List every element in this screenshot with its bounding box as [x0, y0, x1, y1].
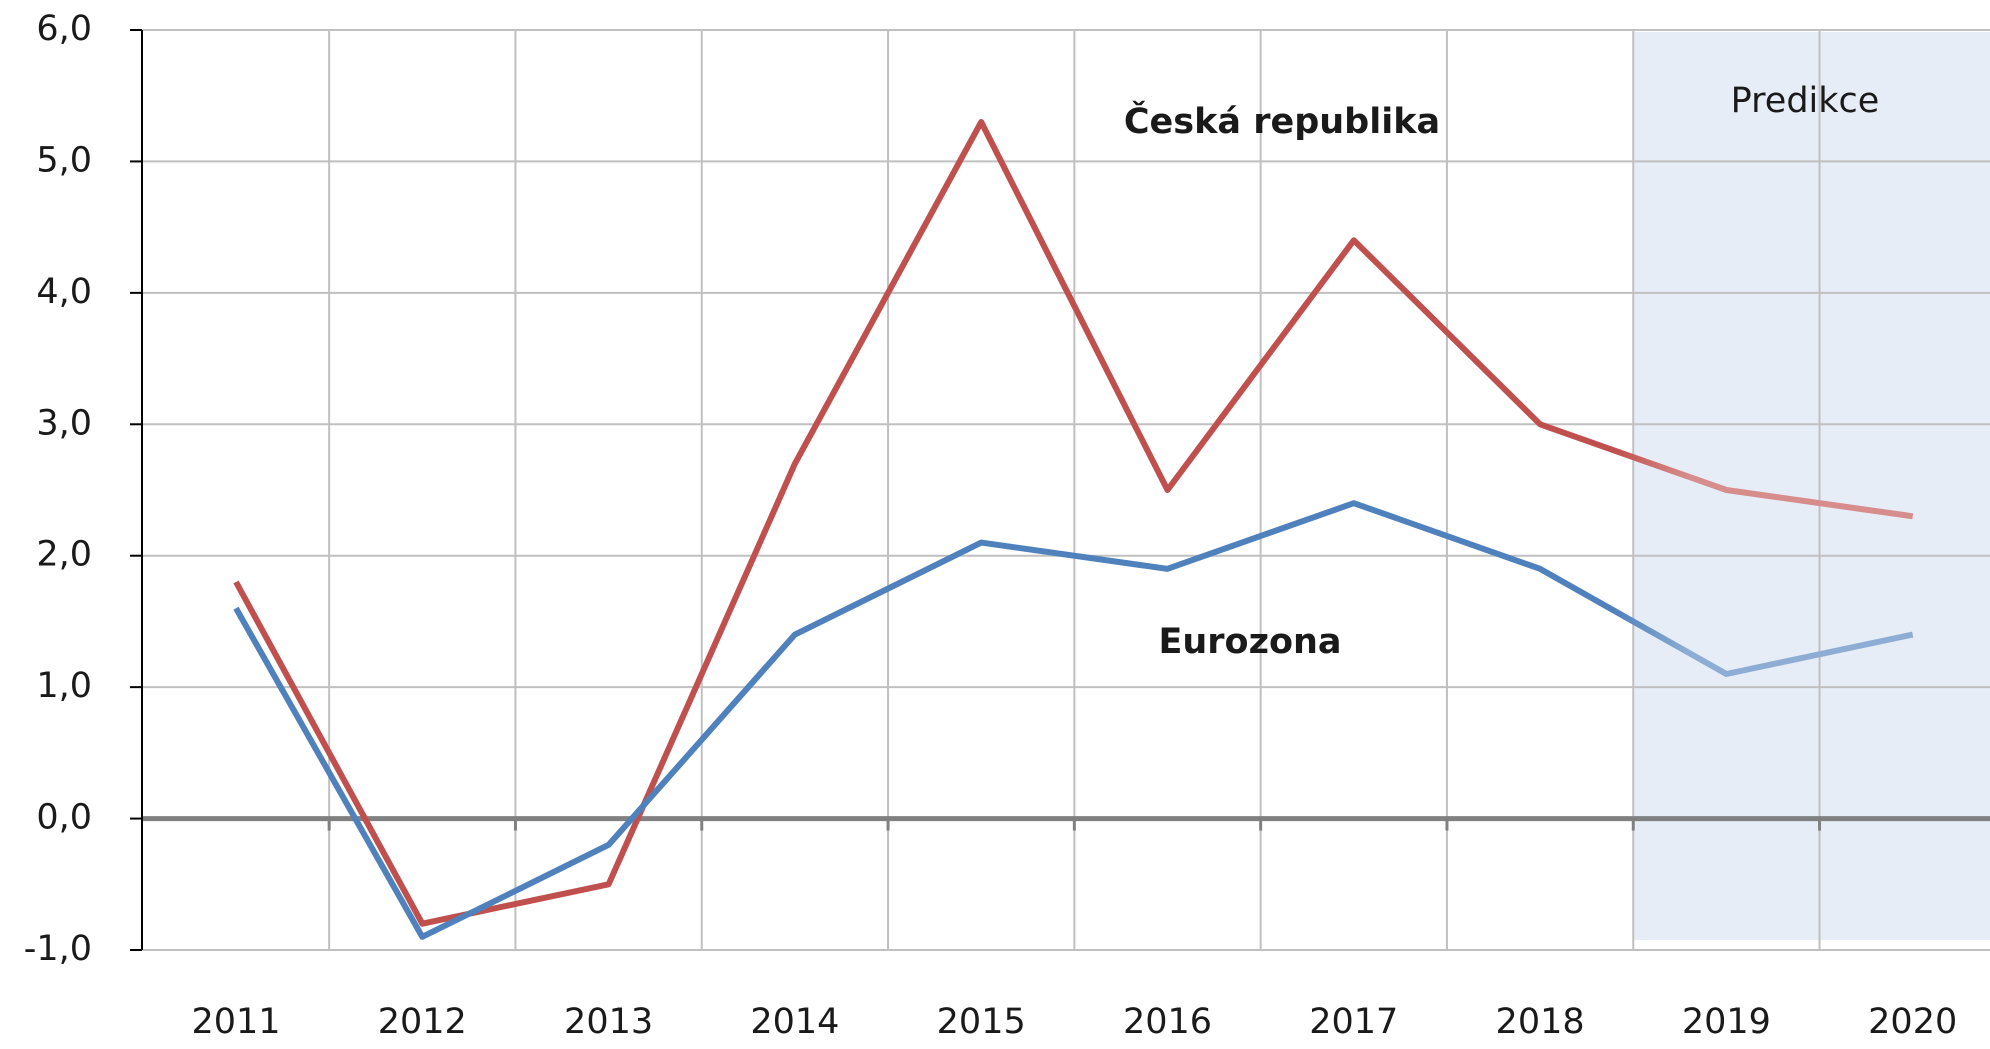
y-tick-label: 5,0	[36, 140, 92, 180]
annotation: Predikce	[1731, 81, 1880, 121]
series-line	[233, 500, 1914, 940]
x-tick-label: 2020	[1868, 1002, 1957, 1042]
forecast-region	[1633, 32, 1990, 940]
y-tick-label: -1,0	[24, 929, 92, 969]
x-tick-label: 2011	[191, 1002, 280, 1042]
y-tick-label: 3,0	[36, 403, 92, 443]
x-tick-label: 2014	[750, 1002, 839, 1042]
x-tick-label: 2018	[1496, 1002, 1585, 1042]
series-label: Eurozona	[1158, 622, 1341, 662]
x-tick-label: 2012	[378, 1002, 467, 1042]
y-tick-label: 4,0	[36, 272, 92, 312]
x-tick-label: 2015	[937, 1002, 1026, 1042]
y-tick-label: 6,0	[36, 9, 92, 49]
series-line	[233, 119, 1914, 927]
x-tick-label: 2017	[1309, 1002, 1398, 1042]
x-tick-label: 2013	[564, 1002, 653, 1042]
y-tick-label: 0,0	[36, 798, 92, 838]
y-tick-label: 1,0	[36, 666, 92, 706]
x-tick-label: 2016	[1123, 1002, 1212, 1042]
series-label: Česká republika	[1124, 100, 1440, 142]
y-tick-label: 2,0	[36, 535, 92, 575]
x-tick-label: 2019	[1682, 1002, 1771, 1042]
